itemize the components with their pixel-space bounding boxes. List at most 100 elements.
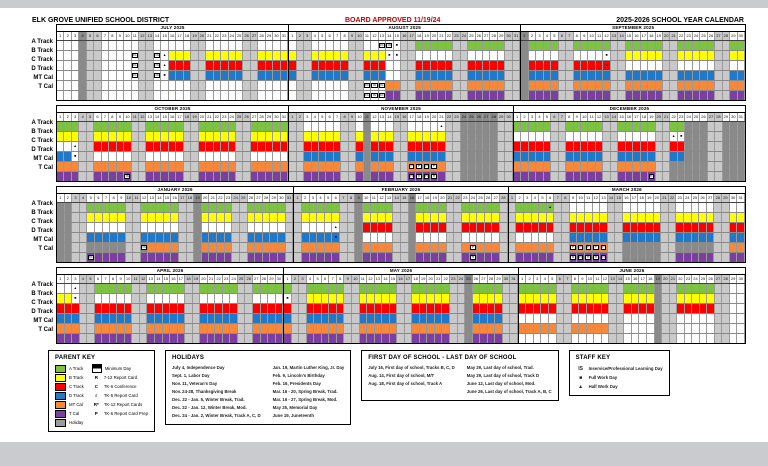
track-row-label: MT Cal bbox=[33, 318, 53, 324]
day-cell bbox=[692, 132, 701, 141]
day-cell bbox=[258, 71, 266, 80]
color-swatch bbox=[55, 409, 66, 418]
day-cell bbox=[178, 253, 187, 262]
day-cell bbox=[64, 172, 72, 181]
day-cell bbox=[516, 213, 524, 222]
day-cell bbox=[588, 162, 596, 171]
day-cell: IS bbox=[140, 243, 149, 252]
day-cell bbox=[278, 253, 286, 262]
day-cell bbox=[273, 71, 281, 80]
day-cell bbox=[630, 243, 639, 252]
day-cell bbox=[492, 243, 501, 252]
day-cell bbox=[554, 233, 563, 242]
day-number: 17 bbox=[177, 32, 184, 40]
day-cell bbox=[352, 284, 360, 293]
day-number: 2 bbox=[65, 194, 73, 202]
day-cell bbox=[57, 314, 65, 323]
day-cell bbox=[610, 51, 619, 60]
day-cell bbox=[640, 152, 649, 161]
day-number: 23 bbox=[676, 194, 684, 202]
day-cell bbox=[217, 233, 225, 242]
day-cell bbox=[722, 294, 730, 303]
day-cell bbox=[484, 223, 493, 232]
day-cell bbox=[239, 213, 248, 222]
day-cell bbox=[393, 122, 401, 131]
day-cell bbox=[371, 41, 379, 50]
day-cell bbox=[304, 81, 312, 90]
day-cell bbox=[580, 142, 589, 151]
track-row-c bbox=[284, 304, 518, 314]
day-cell bbox=[183, 122, 192, 131]
day-cell bbox=[367, 324, 375, 333]
parent-key-item: MT Cal bbox=[55, 400, 84, 409]
day-cell bbox=[314, 314, 322, 323]
parent-key-track-list: A Track B Track C Track D Track MT Cal T Cal H… bbox=[55, 364, 84, 427]
day-cell bbox=[265, 51, 274, 60]
day-cell bbox=[139, 61, 147, 70]
day-number: 15 bbox=[162, 32, 169, 40]
day-cell bbox=[692, 324, 700, 333]
day-cell bbox=[737, 233, 745, 242]
day-number: 3 bbox=[72, 113, 80, 121]
day-cell bbox=[722, 142, 731, 151]
day-cell bbox=[569, 213, 578, 222]
day-cell bbox=[131, 162, 140, 171]
day-cell bbox=[221, 152, 229, 161]
day-cell bbox=[737, 253, 745, 262]
day-cell bbox=[156, 203, 164, 212]
day-cell bbox=[513, 122, 522, 131]
day-cell bbox=[109, 334, 118, 343]
day-number: 29 bbox=[270, 194, 279, 202]
track-row-mt bbox=[57, 81, 289, 91]
day-cell bbox=[648, 122, 656, 131]
day-cell bbox=[692, 81, 701, 90]
day-cell bbox=[707, 314, 715, 323]
day-cell bbox=[87, 243, 96, 252]
day-cell bbox=[453, 142, 461, 151]
day-cell bbox=[266, 81, 274, 90]
day-cell bbox=[147, 304, 155, 313]
day-number: 18 bbox=[638, 194, 646, 202]
legend-line: Mar. 16 - 20, Spring Break, Trad. bbox=[272, 389, 338, 394]
day-cell bbox=[263, 223, 271, 232]
day-cell bbox=[117, 213, 126, 222]
day-cell bbox=[633, 51, 641, 60]
day-cell bbox=[250, 172, 259, 181]
day-cell bbox=[133, 203, 141, 212]
day-cell bbox=[490, 122, 498, 131]
day-cell bbox=[296, 81, 305, 90]
day-number: 16 bbox=[169, 113, 177, 121]
day-number: 21 bbox=[446, 194, 455, 202]
day-number: 4 bbox=[312, 32, 319, 40]
day-cell bbox=[363, 132, 372, 141]
day-cell bbox=[670, 81, 678, 90]
day-cell bbox=[468, 142, 476, 151]
day-number: 16 bbox=[397, 275, 405, 283]
day-cell bbox=[109, 314, 118, 323]
day-number: 20 bbox=[200, 275, 208, 283]
day-cell bbox=[169, 41, 177, 50]
day-cell bbox=[510, 294, 518, 303]
day-number: 28 bbox=[488, 275, 496, 283]
day-cell bbox=[306, 284, 315, 293]
day-cell bbox=[314, 284, 322, 293]
day-cell bbox=[626, 61, 634, 70]
day-cell bbox=[258, 162, 266, 171]
day-cell bbox=[161, 142, 169, 151]
day-cell bbox=[400, 253, 409, 262]
day-cell bbox=[329, 294, 337, 303]
day-cell bbox=[445, 172, 454, 181]
day-cell bbox=[116, 132, 125, 141]
day-number: 7 bbox=[329, 275, 337, 283]
day-cell bbox=[630, 233, 639, 242]
day-cell bbox=[393, 213, 401, 222]
day-cell bbox=[662, 324, 670, 333]
day-cell bbox=[201, 253, 210, 262]
day-cell bbox=[492, 233, 501, 242]
day-cell bbox=[513, 162, 522, 171]
day-cell bbox=[401, 152, 409, 161]
day-cell bbox=[730, 203, 738, 212]
day-cell bbox=[191, 91, 199, 100]
day-number: 2 bbox=[521, 113, 529, 121]
day-cell bbox=[483, 172, 491, 181]
